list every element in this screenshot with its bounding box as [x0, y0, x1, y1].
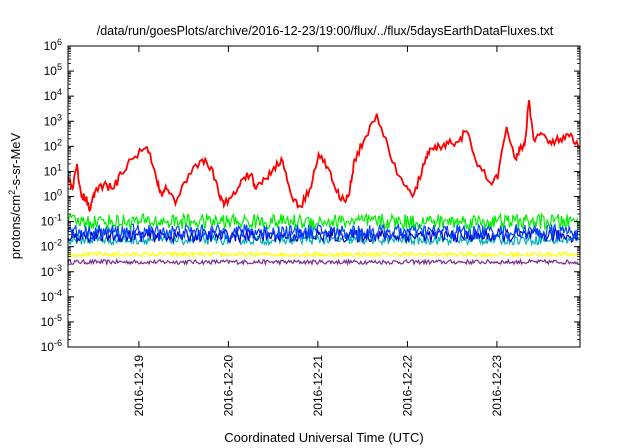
y-axis: 10-6 10-5 10-4 10-3 10-2 10-1 100 101 102 103 104 1… — [41, 37, 580, 354]
x-tick-label: 2016-12-20 — [221, 355, 235, 417]
y-tick-label: 10-5 — [41, 313, 62, 329]
plot-frame — [67, 45, 581, 348]
y-tick-label: 100 — [44, 188, 62, 204]
y-axis-label-base: protons/cm — [8, 195, 23, 259]
x-tick-label: 2016-12-22 — [400, 355, 414, 417]
x-tick-label: 2016-12-23 — [490, 355, 504, 417]
series-line-red — [67, 99, 580, 213]
x-tick-label: 2016-12-19 — [132, 355, 146, 417]
y-tick-label: 104 — [44, 87, 62, 103]
x-axis-label: Coordinated Universal Time (UTC) — [224, 430, 423, 445]
series-line-band-1 — [67, 250, 579, 259]
y-tick-label: 10-4 — [41, 288, 62, 304]
y-tick-label: 102 — [44, 137, 62, 153]
y-axis-label: protons/cm2-s-sr-MeV — [7, 132, 23, 259]
y-tick-label: 105 — [44, 62, 62, 78]
y-tick-label: 10-3 — [41, 263, 62, 279]
y-tick-label: 106 — [44, 37, 62, 53]
y-axis-label-sup: 2 — [7, 190, 17, 195]
y-axis-label-rest: -s-sr-MeV — [8, 132, 23, 189]
y-tick-label: 10-2 — [41, 238, 62, 254]
chart-title: /data/run/goesPlots/archive/2016-12-23/1… — [97, 24, 554, 38]
series-line-band-0 — [67, 257, 579, 267]
y-tick-label: 101 — [44, 162, 62, 178]
series-layer — [67, 99, 580, 267]
x-tick-label: 2016-12-21 — [311, 355, 325, 417]
x-axis: 2016-12-19 2016-12-20 2016-12-21 2016-12-22… — [132, 46, 504, 416]
y-tick-label: 103 — [44, 112, 62, 128]
series-line-band-5 — [67, 211, 579, 231]
series-line-band-4 — [67, 222, 579, 241]
y-tick-label: 10-6 — [41, 338, 62, 354]
y-tick-label: 10-1 — [41, 213, 62, 229]
